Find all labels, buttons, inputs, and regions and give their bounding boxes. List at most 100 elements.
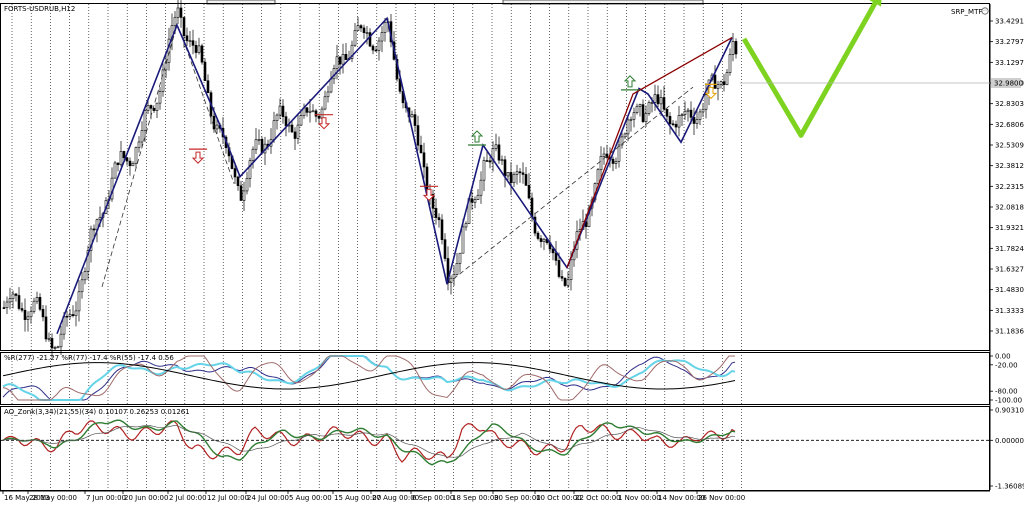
candle-body xyxy=(599,156,603,171)
candle-body xyxy=(56,346,60,349)
candle-body xyxy=(701,108,705,113)
candle-body xyxy=(671,123,675,126)
candle-body xyxy=(680,114,684,116)
candle-body xyxy=(116,162,120,165)
candle-body xyxy=(656,94,660,105)
candle-body xyxy=(86,250,90,272)
candle-body xyxy=(233,168,237,178)
time-tick-label: 24 Jul 00:00 xyxy=(247,494,289,502)
price-tick-label: 31.9321 xyxy=(995,224,1024,232)
candle-body xyxy=(122,151,126,159)
candle-body xyxy=(527,185,531,199)
candle-body xyxy=(248,160,252,179)
candle-body xyxy=(536,232,540,239)
candle-body xyxy=(512,174,516,184)
candle-body xyxy=(284,116,288,127)
candle-body xyxy=(113,162,117,179)
candle-body xyxy=(644,113,648,123)
candle-body xyxy=(254,139,258,150)
candle-body xyxy=(20,308,24,311)
candle-body xyxy=(566,279,570,286)
candle-body xyxy=(491,148,495,163)
dashed-guide xyxy=(182,38,235,184)
candle-body xyxy=(719,81,723,85)
candle-body xyxy=(338,56,342,65)
candle-body xyxy=(461,226,465,254)
candle-body xyxy=(296,124,300,139)
candle-body xyxy=(476,194,480,200)
zigzag-line xyxy=(56,16,733,335)
candle-body xyxy=(641,104,645,123)
candle-body xyxy=(485,160,489,162)
time-tick-label: 30 Sep 00:00 xyxy=(494,494,541,502)
candle-body xyxy=(236,176,240,187)
candle-body xyxy=(344,54,348,60)
candle-body xyxy=(179,7,183,18)
candle-body xyxy=(191,40,195,46)
candle-body xyxy=(374,49,378,52)
candle-body xyxy=(557,260,561,277)
candle-body xyxy=(440,219,444,240)
candle-body xyxy=(8,298,12,303)
wpr-series-line xyxy=(2,355,736,401)
candle-body xyxy=(488,160,492,163)
candle-body xyxy=(431,194,435,209)
candle-body xyxy=(668,116,672,125)
time-tick-label: 20 Jun 00:00 xyxy=(124,494,168,502)
candle-body xyxy=(278,105,282,116)
candle-body xyxy=(602,153,606,157)
candle-body xyxy=(89,228,93,251)
candle-body xyxy=(662,97,666,110)
candle-body xyxy=(632,112,636,120)
candle-body xyxy=(653,94,657,103)
candle-body xyxy=(194,45,198,53)
candle-body xyxy=(377,40,381,51)
candle-body xyxy=(329,78,333,93)
candle-body xyxy=(167,38,171,63)
candle-body xyxy=(143,110,147,131)
down-arrow-icon xyxy=(317,117,331,130)
smiley-icon[interactable] xyxy=(981,7,989,15)
candle-body xyxy=(11,293,15,300)
candle-body xyxy=(239,185,243,201)
candle-body xyxy=(257,138,261,141)
candle-body xyxy=(311,110,315,113)
candle-body xyxy=(503,159,507,177)
candle-body xyxy=(323,96,327,110)
candle-body xyxy=(620,136,624,146)
wpr-tick-label: 0.00 xyxy=(995,353,1011,361)
candle-body xyxy=(515,171,519,175)
ao-header: AO_Zonk(3,34)(21,55)(34) 0.10107 0.26253… xyxy=(4,408,190,416)
time-tick-label: 5 Aug 00:00 xyxy=(289,494,332,502)
time-tick-label: 28 May 00:00 xyxy=(29,494,77,502)
candle-body xyxy=(275,114,279,122)
time-tick-label: 1 Nov 00:00 xyxy=(618,494,661,502)
wpr-series-line xyxy=(2,355,735,401)
candle-body xyxy=(125,157,129,162)
projection-arrowhead xyxy=(869,0,882,7)
down-arrow-icon xyxy=(191,151,205,164)
candle-body xyxy=(410,114,414,118)
candle-body xyxy=(146,105,150,111)
candle-body xyxy=(188,40,192,42)
ao-series-line xyxy=(2,425,736,458)
candle-body xyxy=(41,309,45,318)
candle-body xyxy=(380,32,384,42)
price-tick-label: 32.3812 xyxy=(995,162,1024,170)
wpr-tick-label: -80.00 xyxy=(995,388,1018,396)
candle-body xyxy=(416,125,420,146)
williams-header: %R(277) -21.27 %R(77) -17.4 %R(55) -17.4… xyxy=(4,354,174,362)
candle-body xyxy=(260,138,264,154)
wpr-tick-label: -100.00 xyxy=(995,397,1022,405)
time-tick-label: 18 Sep 00:00 xyxy=(452,494,499,502)
candle-body xyxy=(605,153,609,158)
candle-body xyxy=(626,119,630,135)
time-tick-label: 22 Oct 00:00 xyxy=(575,494,621,502)
candle-body xyxy=(272,120,276,140)
candle-body xyxy=(50,338,54,349)
projection xyxy=(741,0,882,138)
candle-body xyxy=(614,160,618,164)
candle-body xyxy=(317,115,321,119)
candle-body xyxy=(698,111,702,120)
